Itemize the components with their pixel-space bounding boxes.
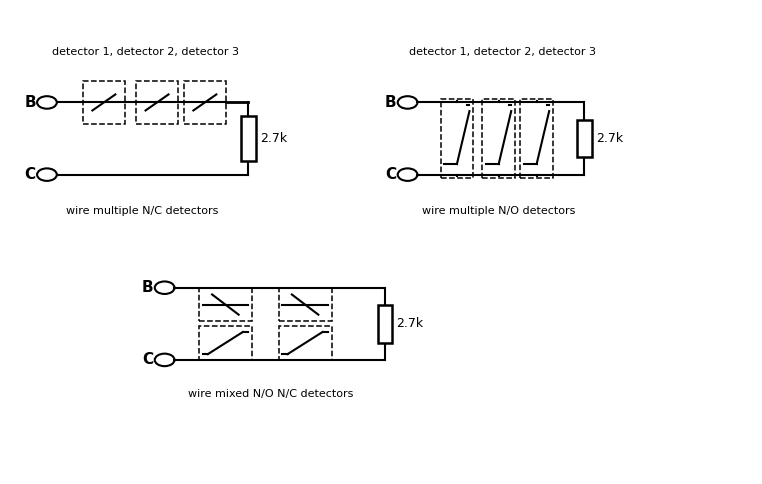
Bar [378, 304, 392, 343]
Text: C: C [24, 167, 36, 182]
Text: 2.7k: 2.7k [396, 318, 424, 330]
Bar [83, 81, 125, 124]
Text: C: C [142, 352, 153, 367]
Text: B: B [142, 280, 154, 295]
Bar [440, 99, 473, 179]
Bar [199, 287, 252, 321]
Text: detector 1, detector 2, detector 3: detector 1, detector 2, detector 3 [52, 47, 239, 57]
Bar [278, 287, 331, 321]
Text: C: C [386, 167, 396, 182]
Text: detector 1, detector 2, detector 3: detector 1, detector 2, detector 3 [409, 47, 596, 57]
Text: wire mixed N/O N/C detectors: wire mixed N/O N/C detectors [188, 389, 354, 399]
Bar [278, 326, 331, 360]
Bar [482, 99, 515, 179]
Text: B: B [385, 95, 397, 110]
Text: wire multiple N/O detectors: wire multiple N/O detectors [422, 206, 575, 216]
Bar [241, 116, 256, 161]
Bar [184, 81, 226, 124]
Bar [520, 99, 553, 179]
Bar [199, 326, 252, 360]
Bar [577, 121, 592, 157]
Text: 2.7k: 2.7k [597, 132, 624, 145]
Bar [136, 81, 178, 124]
Text: B: B [24, 95, 36, 110]
Text: wire multiple N/C detectors: wire multiple N/C detectors [66, 206, 218, 216]
Text: 2.7k: 2.7k [261, 132, 287, 145]
